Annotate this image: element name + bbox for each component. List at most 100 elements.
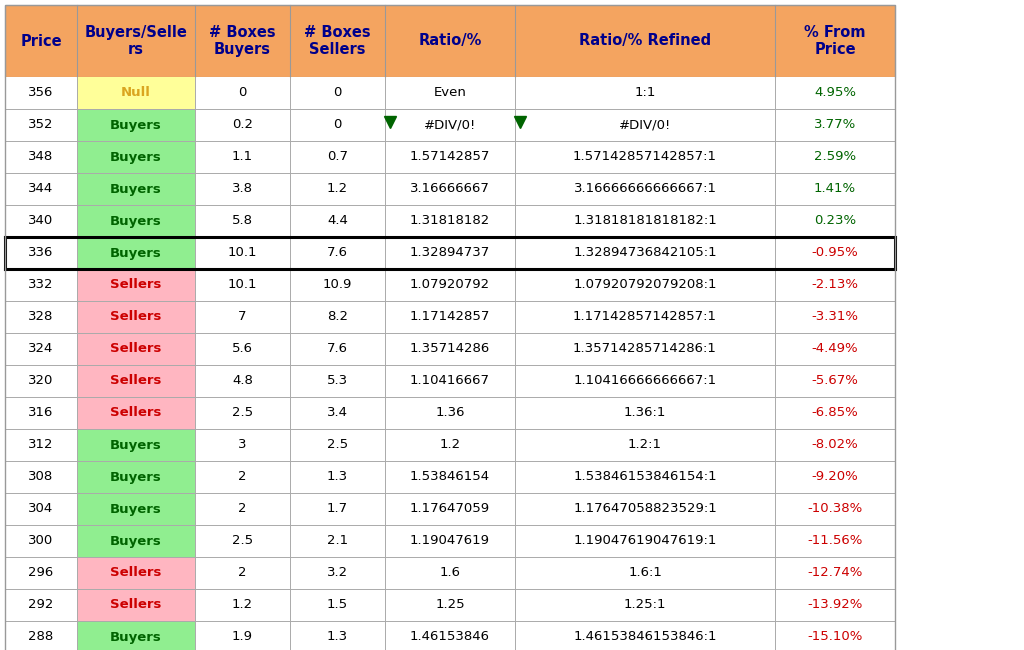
Text: 348: 348: [29, 151, 53, 164]
Text: -5.67%: -5.67%: [812, 374, 858, 387]
Text: 1.10416667: 1.10416667: [410, 374, 490, 387]
Text: 5.6: 5.6: [232, 343, 253, 356]
Text: 1.35714286: 1.35714286: [410, 343, 490, 356]
Text: 3.16666666666667:1: 3.16666666666667:1: [573, 183, 717, 196]
Text: 1.10416666666667:1: 1.10416666666667:1: [573, 374, 717, 387]
Bar: [77, 365, 195, 397]
Text: Buyers: Buyers: [111, 439, 162, 452]
Text: 1.9: 1.9: [232, 630, 253, 644]
Text: 7.6: 7.6: [327, 343, 348, 356]
Text: 2: 2: [239, 502, 247, 515]
Text: -12.74%: -12.74%: [807, 567, 862, 580]
Text: 3.4: 3.4: [327, 406, 348, 419]
Text: Sellers: Sellers: [111, 343, 162, 356]
Text: 336: 336: [29, 246, 53, 259]
Text: 2.59%: 2.59%: [814, 151, 856, 164]
Text: 5.8: 5.8: [232, 214, 253, 227]
Bar: [77, 397, 195, 429]
Bar: [5, 5, 895, 650]
Text: -4.49%: -4.49%: [812, 343, 858, 356]
Text: 328: 328: [29, 311, 53, 324]
Text: 1.7: 1.7: [327, 502, 348, 515]
Text: 1.2: 1.2: [327, 183, 348, 196]
Text: # Boxes
Buyers: # Boxes Buyers: [209, 25, 275, 57]
Text: Sellers: Sellers: [111, 311, 162, 324]
Text: 2.5: 2.5: [232, 406, 253, 419]
Text: Buyers: Buyers: [111, 471, 162, 484]
Bar: [5, 301, 895, 333]
Text: 352: 352: [29, 118, 53, 131]
Text: 4.4: 4.4: [327, 214, 348, 227]
Text: -3.31%: -3.31%: [811, 311, 858, 324]
Text: 1.1: 1.1: [232, 151, 253, 164]
Text: Ratio/% Refined: Ratio/% Refined: [579, 34, 711, 49]
Bar: [77, 77, 195, 109]
Text: 1.35714285714286:1: 1.35714285714286:1: [573, 343, 717, 356]
Text: 1.2: 1.2: [439, 439, 461, 452]
Text: #DIV/0!: #DIV/0!: [424, 118, 476, 131]
Text: 1.41%: 1.41%: [814, 183, 856, 196]
Bar: [5, 173, 895, 205]
Text: -6.85%: -6.85%: [812, 406, 858, 419]
Text: 1.3: 1.3: [327, 471, 348, 484]
Text: 1.46153846153846:1: 1.46153846153846:1: [573, 630, 717, 644]
Text: # Boxes
Sellers: # Boxes Sellers: [304, 25, 371, 57]
Bar: [77, 525, 195, 557]
Text: Sellers: Sellers: [111, 567, 162, 580]
Text: 308: 308: [29, 471, 53, 484]
Text: 5.3: 5.3: [327, 374, 348, 387]
Bar: [5, 333, 895, 365]
Text: 3.16666667: 3.16666667: [410, 183, 489, 196]
Text: % From
Price: % From Price: [804, 25, 865, 57]
Text: 1.46153846: 1.46153846: [410, 630, 490, 644]
Text: 2: 2: [239, 567, 247, 580]
Text: 1.07920792079208:1: 1.07920792079208:1: [573, 278, 717, 291]
Bar: [5, 109, 895, 141]
Text: 1.57142857142857:1: 1.57142857142857:1: [573, 151, 717, 164]
Text: -0.95%: -0.95%: [812, 246, 858, 259]
Bar: [5, 269, 895, 301]
Text: Buyers: Buyers: [111, 214, 162, 227]
Bar: [5, 621, 895, 650]
Text: 1.17647059: 1.17647059: [410, 502, 490, 515]
Text: 1.25: 1.25: [435, 599, 465, 612]
Text: 1.32894737: 1.32894737: [410, 246, 490, 259]
Text: Sellers: Sellers: [111, 374, 162, 387]
Text: -10.38%: -10.38%: [807, 502, 862, 515]
Text: Price: Price: [20, 34, 61, 49]
Text: -8.02%: -8.02%: [812, 439, 858, 452]
Text: 1.07920792: 1.07920792: [410, 278, 490, 291]
Text: 2.1: 2.1: [327, 534, 348, 547]
Bar: [5, 365, 895, 397]
Text: 1.17142857142857:1: 1.17142857142857:1: [573, 311, 717, 324]
Text: 1.3: 1.3: [327, 630, 348, 644]
Bar: [77, 301, 195, 333]
Text: Ratio/%: Ratio/%: [419, 34, 481, 49]
Text: 356: 356: [29, 86, 53, 99]
Text: Buyers/Selle
rs: Buyers/Selle rs: [85, 25, 187, 57]
Text: 1.19047619047619:1: 1.19047619047619:1: [573, 534, 717, 547]
Bar: [5, 205, 895, 237]
Text: 0: 0: [334, 86, 342, 99]
Text: 2.5: 2.5: [327, 439, 348, 452]
Bar: [77, 141, 195, 173]
Text: 7: 7: [239, 311, 247, 324]
Text: 1.5: 1.5: [327, 599, 348, 612]
Text: 1.17647058823529:1: 1.17647058823529:1: [573, 502, 717, 515]
Text: 8.2: 8.2: [327, 311, 348, 324]
Bar: [77, 269, 195, 301]
Text: 1.19047619: 1.19047619: [410, 534, 490, 547]
Text: 316: 316: [29, 406, 53, 419]
Text: 1:1: 1:1: [634, 86, 655, 99]
Bar: [77, 493, 195, 525]
Text: 0: 0: [334, 118, 342, 131]
Text: 1.2:1: 1.2:1: [628, 439, 662, 452]
Bar: [5, 77, 895, 109]
Text: 3.2: 3.2: [327, 567, 348, 580]
Bar: [77, 461, 195, 493]
Text: 340: 340: [29, 214, 53, 227]
Text: 1.6:1: 1.6:1: [628, 567, 662, 580]
Text: 1.36: 1.36: [435, 406, 465, 419]
Text: 320: 320: [29, 374, 53, 387]
Bar: [77, 429, 195, 461]
